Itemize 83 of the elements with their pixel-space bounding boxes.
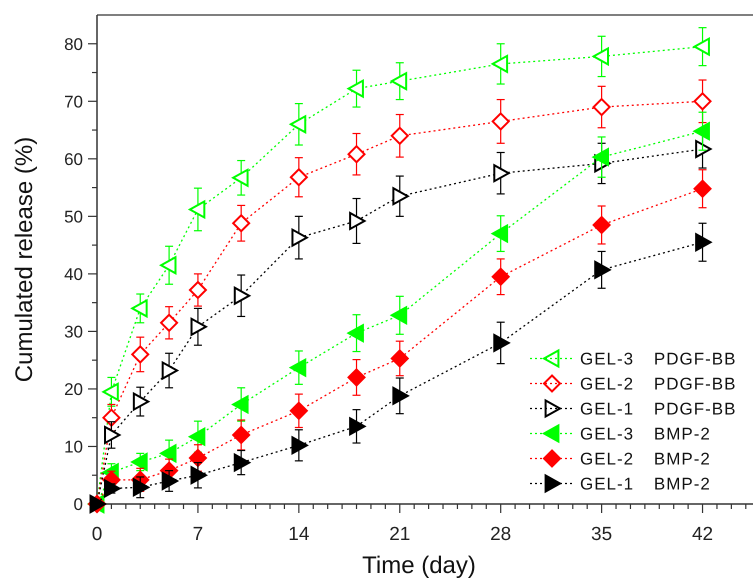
point: [290, 168, 308, 186]
point: [131, 453, 148, 472]
x-tick-label: 0: [92, 524, 102, 545]
y-tick-label: 40: [64, 264, 83, 284]
point: [162, 362, 178, 380]
x-tick-label: 14: [288, 524, 310, 545]
point: [104, 426, 120, 444]
point: [290, 358, 306, 377]
point: [291, 436, 308, 454]
x-axis-title: Time (day): [362, 552, 476, 579]
point: [493, 164, 510, 182]
point: [234, 454, 250, 472]
legend-label: GEL-1 BMP-2: [580, 474, 711, 494]
point: [188, 200, 206, 218]
point: [232, 214, 250, 232]
point: [162, 472, 178, 490]
point: [390, 349, 409, 368]
point: [349, 417, 366, 436]
point: [348, 324, 364, 342]
legend-label: GEL-3 PDGF-BB: [580, 350, 736, 368]
point: [160, 314, 178, 332]
point: [594, 260, 611, 279]
point: [390, 72, 408, 90]
y-tick-label: 0: [74, 495, 83, 514]
x-tick-label: 21: [389, 524, 410, 545]
y-axis-title: Cumulated release (%): [11, 136, 38, 382]
y-tick-label: 50: [64, 207, 83, 226]
point: [592, 47, 610, 66]
x-tick-label: 7: [192, 524, 204, 545]
point: [291, 228, 308, 247]
point: [694, 38, 710, 56]
point: [132, 392, 150, 411]
x-tick-label: 28: [490, 524, 512, 545]
point: [290, 402, 308, 420]
point: [492, 224, 508, 243]
point: [592, 98, 611, 116]
point: [694, 122, 710, 140]
point: [160, 444, 176, 462]
point: [132, 478, 150, 496]
point: [348, 368, 366, 386]
point: [290, 115, 306, 134]
point: [694, 92, 712, 110]
point: [190, 318, 207, 336]
point: [104, 479, 120, 498]
point: [592, 216, 611, 234]
point: [492, 112, 510, 130]
y-tick-label: 70: [64, 92, 83, 112]
x-tick-label: 35: [591, 524, 612, 545]
point: [188, 280, 207, 299]
y-tick-label: 30: [64, 322, 83, 342]
point: [390, 306, 408, 324]
point: [348, 145, 366, 164]
point: [592, 148, 610, 166]
point: [348, 80, 364, 98]
point: [492, 54, 508, 73]
legend-label: GEL-1 PDGF-BB: [580, 400, 736, 418]
point: [694, 180, 712, 198]
point: [188, 448, 207, 467]
y-tick-label: 80: [64, 34, 83, 54]
y-tick-label: 60: [64, 150, 83, 169]
y-tick-label: 10: [64, 437, 83, 456]
legend-label: GEL-3 BMP-2: [580, 424, 711, 444]
point: [695, 233, 712, 252]
point: [190, 466, 207, 484]
legend-label: GEL-2 BMP-2: [580, 450, 711, 468]
legend-label: GEL-2 PDGF-BB: [580, 374, 736, 394]
point: [390, 126, 409, 145]
point: [349, 212, 366, 230]
point: [232, 426, 250, 444]
point: [160, 256, 176, 274]
x-tick-label: 42: [692, 524, 714, 545]
point: [493, 334, 510, 352]
point: [234, 286, 250, 305]
point: [232, 395, 249, 414]
point: [232, 168, 249, 187]
point: [188, 428, 206, 446]
point: [131, 299, 148, 318]
y-tick-label: 20: [64, 380, 83, 399]
point: [131, 345, 150, 364]
point: [392, 386, 409, 405]
point: [102, 382, 119, 401]
point: [492, 268, 510, 286]
point: [392, 187, 409, 206]
